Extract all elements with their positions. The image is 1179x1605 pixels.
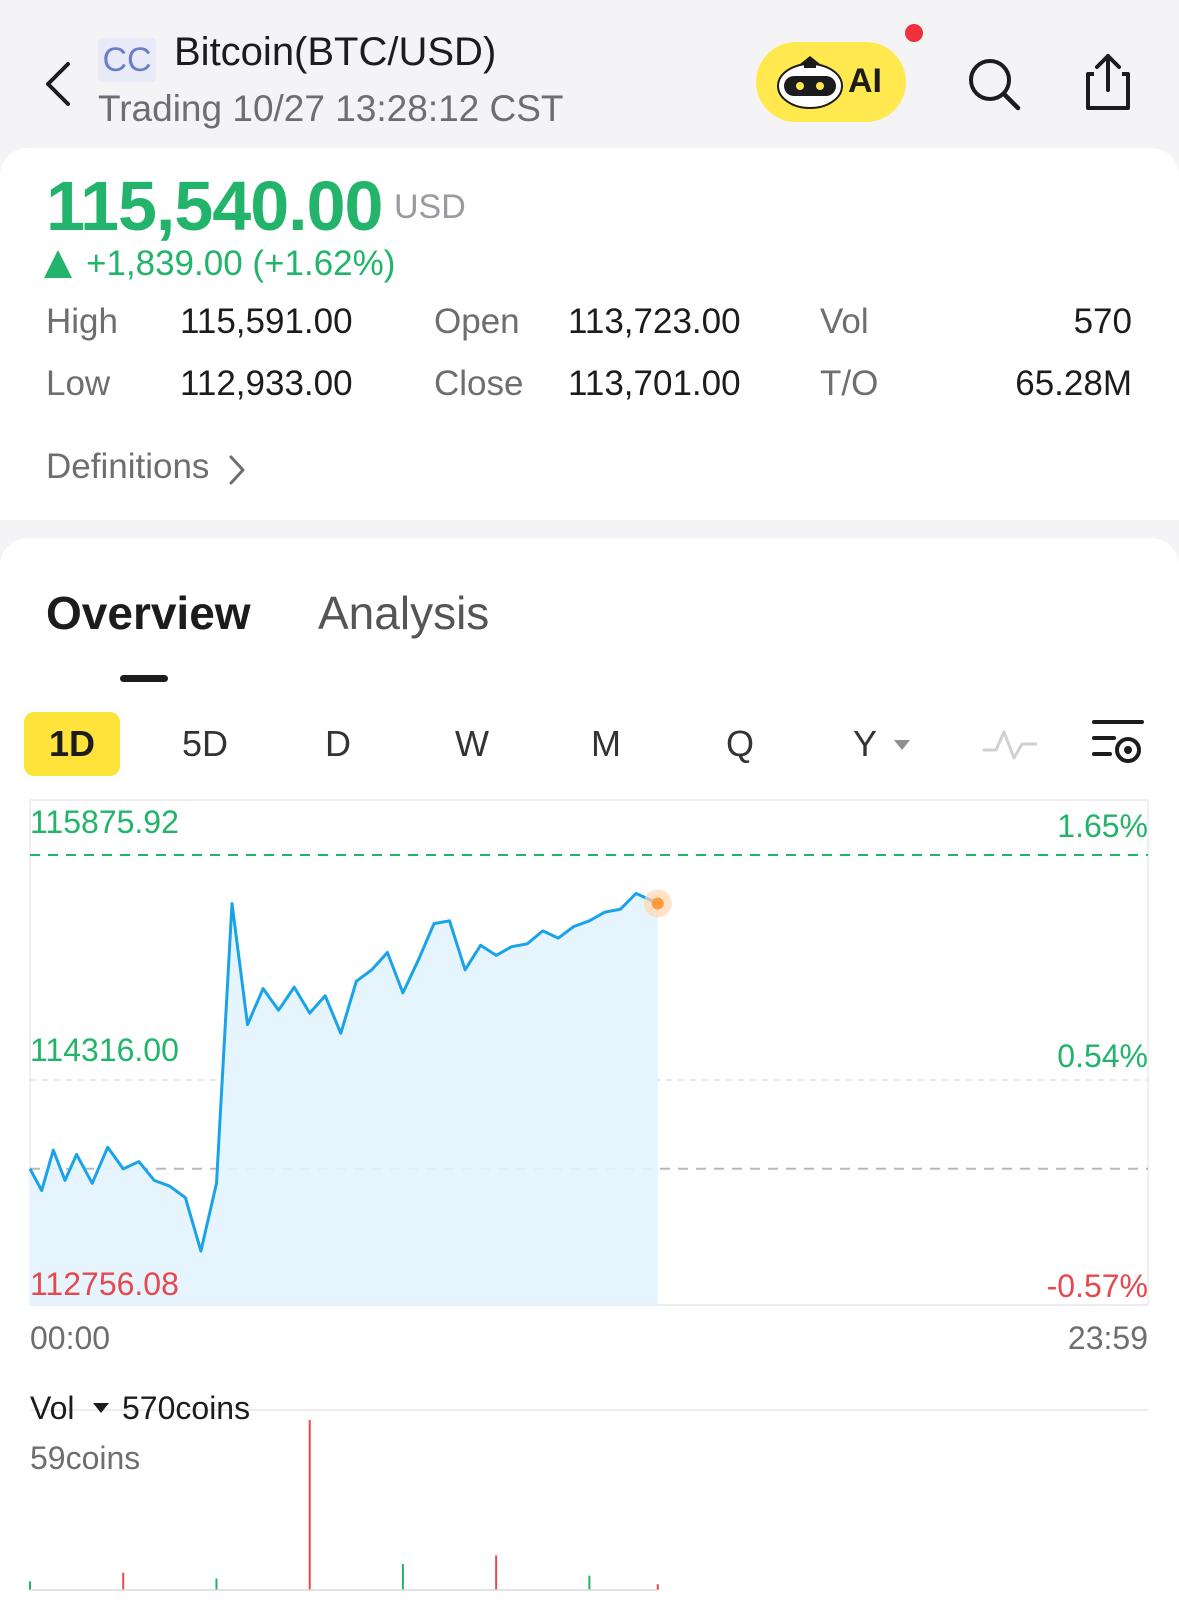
stat-value-vol: 570 <box>1073 302 1132 341</box>
chart-settings-icon[interactable] <box>1090 716 1146 772</box>
indicator-wave-icon[interactable] <box>982 724 1038 764</box>
search-icon[interactable] <box>966 56 1022 112</box>
period-5d[interactable]: 5D <box>181 723 229 764</box>
stat-value-low: 112,933.00 <box>180 364 353 403</box>
volume-dropdown-icon[interactable] <box>92 1400 110 1416</box>
period-m[interactable]: M <box>591 723 621 764</box>
price-line <box>28 891 659 1253</box>
pct-top-label: 1.65% <box>1057 808 1148 844</box>
price-chart[interactable] <box>0 790 1179 1605</box>
ai-assistant-button[interactable]: AI <box>756 42 906 122</box>
robot-mascot-icon <box>777 56 843 109</box>
stat-value-high: 115,591.00 <box>180 302 353 341</box>
price-unit: USD <box>394 188 466 226</box>
period-w[interactable]: W <box>455 723 489 764</box>
stat-label-turnover: T/O <box>820 364 879 403</box>
tab-overview[interactable]: Overview <box>46 587 251 639</box>
y-axis-mid-label: 114316.00 <box>30 1032 179 1068</box>
up-triangle-icon <box>44 250 72 278</box>
ai-label: AI <box>848 62 882 100</box>
back-arrow-icon[interactable] <box>40 58 76 110</box>
stat-label-vol: Vol <box>820 302 869 341</box>
period-1d[interactable]: 1D <box>24 712 120 776</box>
share-icon[interactable] <box>1080 52 1136 112</box>
definitions-link[interactable]: Definitions <box>46 447 210 486</box>
period-q[interactable]: Q <box>725 723 754 764</box>
price-area-fill <box>30 893 658 1305</box>
stat-label-open: Open <box>434 302 520 341</box>
volume-total: 570coins <box>122 1390 251 1426</box>
active-tab-indicator <box>120 675 168 682</box>
notification-dot <box>905 24 923 42</box>
chevron-right-icon <box>229 455 245 485</box>
period-y[interactable]: Y <box>852 723 877 764</box>
stat-label-close: Close <box>434 364 524 403</box>
stat-label-low: Low <box>46 364 111 403</box>
trading-status: Trading 10/27 13:28:12 CST <box>98 88 564 129</box>
page-title: Bitcoin(BTC/USD) <box>174 30 497 74</box>
price-change: +1,839.00 (+1.62%) <box>86 244 396 283</box>
stat-value-open: 113,723.00 <box>568 302 741 341</box>
crypto-badge: CC <box>98 38 156 82</box>
x-axis-start-label: 00:00 <box>30 1320 111 1356</box>
x-axis-end-label: 23:59 <box>1067 1320 1148 1356</box>
stat-label-high: High <box>46 302 118 341</box>
stat-value-turnover: 65.28M <box>1015 364 1132 403</box>
volume-label[interactable]: Vol <box>30 1390 75 1426</box>
tab-analysis[interactable]: Analysis <box>318 587 490 639</box>
last-price: 115,540.00 <box>46 167 383 245</box>
quote-card <box>0 148 1179 520</box>
pct-mid-label: 0.54% <box>1057 1038 1148 1074</box>
last-price-dot <box>651 897 664 910</box>
pct-bottom-label: -0.57% <box>1046 1268 1148 1304</box>
volume-max-label: 59coins <box>30 1440 141 1476</box>
y-axis-top-label: 115875.92 <box>30 804 179 840</box>
dropdown-arrow-icon[interactable] <box>892 732 912 756</box>
y-axis-bottom-label: 112756.08 <box>30 1266 179 1302</box>
period-d[interactable]: D <box>325 723 351 764</box>
stat-value-close: 113,701.00 <box>568 364 741 403</box>
